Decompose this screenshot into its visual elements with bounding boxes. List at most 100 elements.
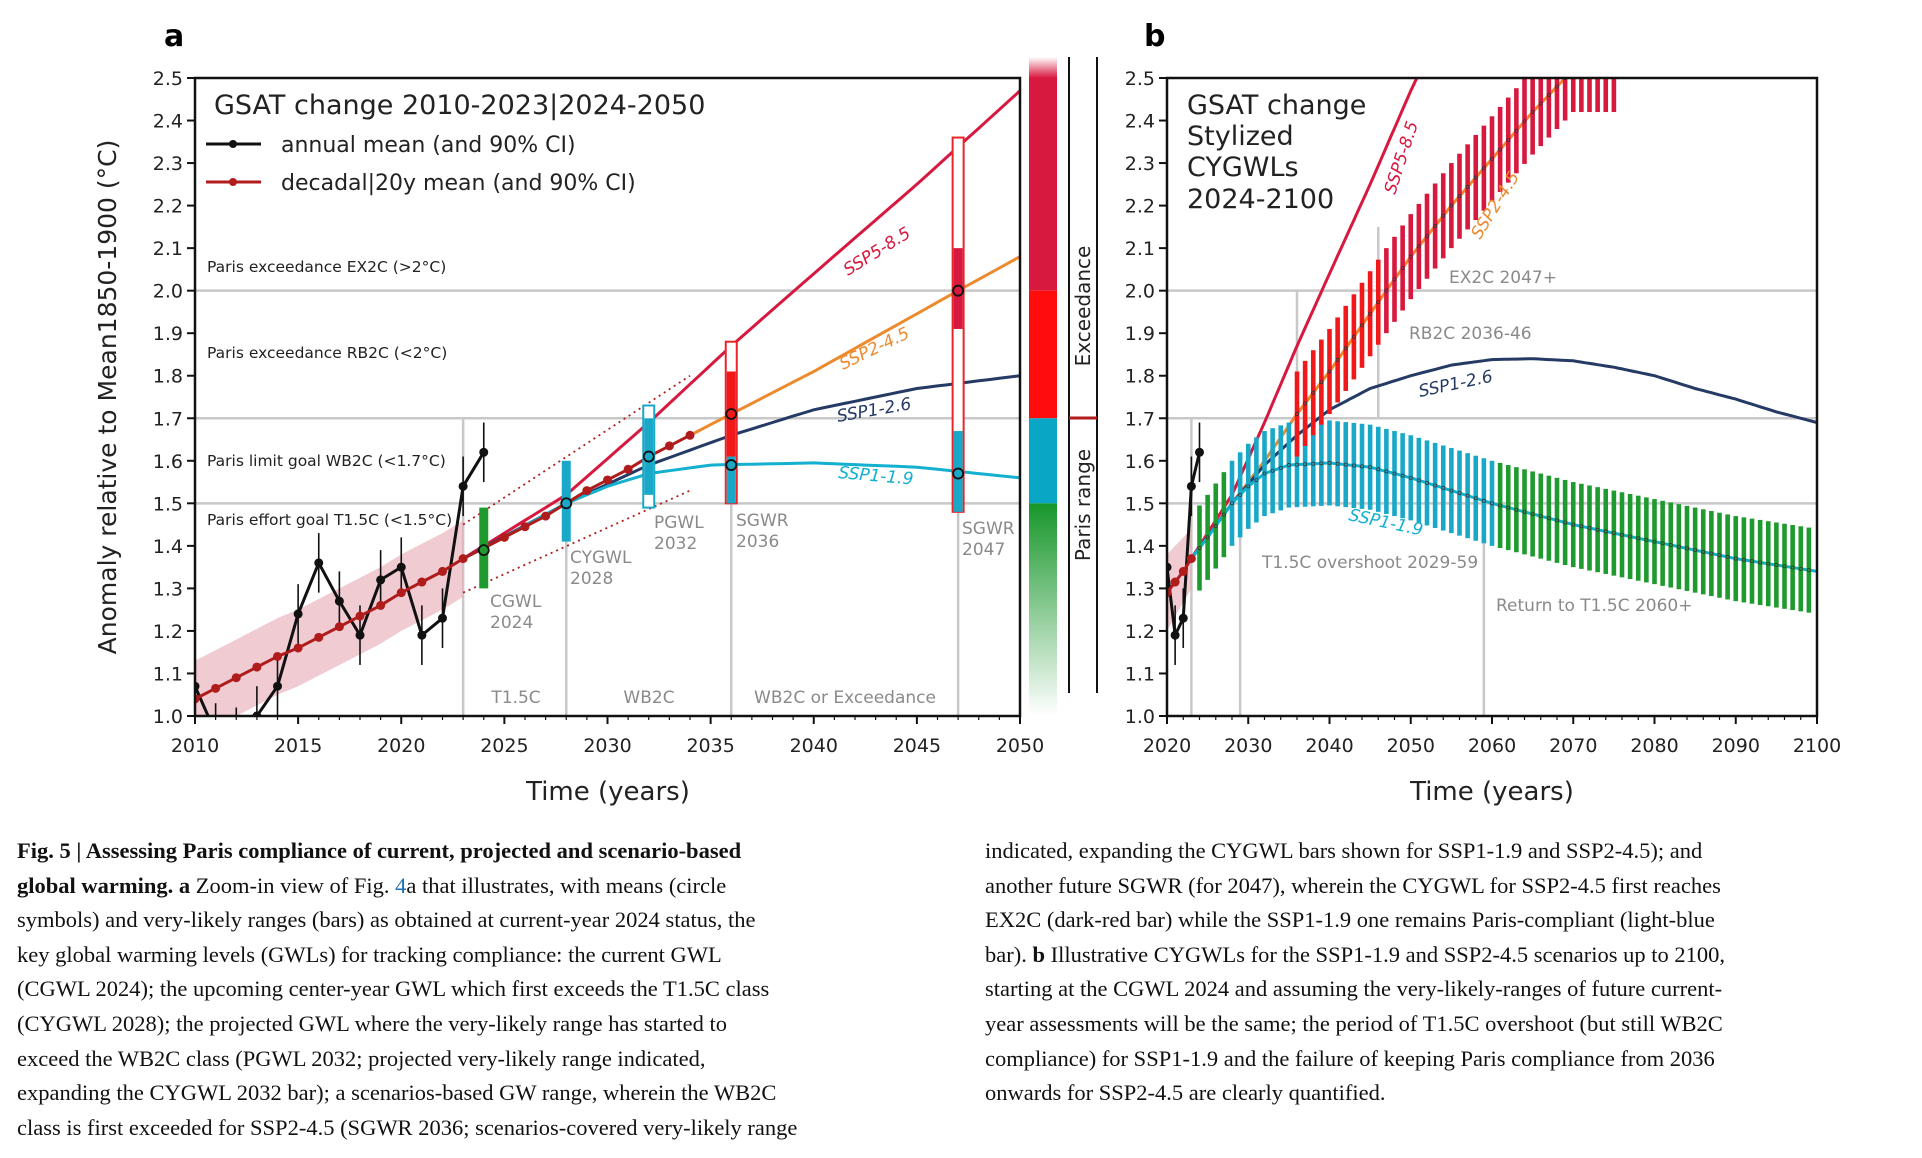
cygwl-mean-ssp1-1.9 (1750, 559, 1755, 564)
cygwl-mean-ssp1-1.9 (1498, 503, 1503, 508)
a-y-axis-label: Anomaly relative to Mean1850-1900 (°C) (93, 140, 122, 655)
cygwl-mean-ssp1-1.9 (1360, 464, 1365, 469)
cygwl-mean-ssp1-1.9 (1246, 484, 1251, 489)
a-annual-mean-point (273, 681, 282, 691)
a-decadal-mean-point (293, 643, 303, 653)
cygwl-bar-ssp1-1.9 (1473, 455, 1479, 541)
a-annual-mean-point (458, 481, 468, 491)
cygwl-bar-ssp2-4.5 (1530, 78, 1535, 155)
b-cygwl-bars (1197, 78, 1812, 613)
a-annual-mean-point (438, 613, 447, 623)
a-annual-mean-point (232, 733, 241, 742)
a-gwl-bars (477, 136, 965, 589)
caption-text: EX2C (dark-red bar) while the SSP1-1.9 o… (985, 907, 1715, 933)
cygwl-bar-ssp1-1.9 (1717, 512, 1722, 598)
a-annual-mean-point (417, 630, 427, 640)
cygwl-mean-ssp1-1.9 (1676, 544, 1681, 549)
cygwl-bar-ssp2-4.5 (1522, 78, 1527, 164)
a-y-tick-label: 1.6 (153, 451, 183, 473)
cygwl-mean-ssp2-4.5 (1343, 346, 1348, 351)
cygwl-bar-ssp1-1.9 (1774, 522, 1779, 608)
b-y-tick-label: 2.5 (1125, 68, 1155, 90)
cygwl-bar-ssp1-1.9 (1757, 519, 1763, 605)
caption-text: indicated, expanding the CYGWL bars show… (985, 838, 1703, 863)
cygwl-mean-ssp1-1.9 (1652, 539, 1657, 544)
cygwl-bar-ssp1-1.9 (1700, 509, 1706, 595)
cygwl-mean-ssp1-1.9 (1555, 518, 1560, 523)
legend-annual-marker (229, 140, 237, 148)
colorbar-segment-rb2c (1029, 290, 1057, 419)
cygwl-mean-ssp1-1.9 (1303, 462, 1308, 467)
cygwl-bar-ssp1-1.9 (1741, 517, 1747, 603)
figure-reference-link[interactable]: 4 (395, 872, 407, 898)
caption-text: another future SGWR (for 2047), wherein … (985, 872, 1721, 898)
cygwl-bar-ssp1-1.9 (1400, 433, 1405, 519)
b-x-axis-label: Time (years) (1409, 777, 1574, 807)
cygwl-bar-ssp1-1.9 (1286, 422, 1292, 508)
a-decadal-mean-point (664, 441, 674, 451)
gwl-bar-mean-2024 (477, 544, 490, 557)
cygwl-bar-ssp2-4.5 (1449, 163, 1454, 249)
bar-year-cgwl: 2024 (490, 613, 533, 633)
cygwl-bar-ssp1-1.9 (1692, 507, 1698, 593)
cygwl-mean-ssp1-1.9 (1546, 516, 1551, 521)
cygwl-bar-ssp1-1.9 (1660, 500, 1665, 586)
cygwl-mean-ssp1-1.9 (1473, 496, 1478, 501)
legend-annual-label: annual mean (and 90% CI) (281, 133, 576, 158)
cygwl-mean-ssp2-4.5 (1555, 84, 1560, 89)
a-y-tick-label: 1.7 (153, 408, 183, 430)
cygwl-bar-ssp1-1.9 (1790, 525, 1795, 611)
b-y-tick-label: 2.3 (1125, 153, 1155, 175)
cygwl-mean-ssp1-1.9 (1278, 465, 1283, 470)
a-line-ssp2-4.5 (689, 255, 1020, 437)
a-decadal-mean-point (231, 673, 241, 683)
cygwl-bar-ssp2-4.5 (1579, 78, 1584, 113)
a-decadal-mean-point (314, 632, 324, 642)
cygwl-bar-ssp1-1.9 (1709, 510, 1714, 597)
cygwl-mean-ssp1-1.9 (1230, 501, 1235, 506)
panel-b: 1.0 1.1 1.2 1.3 1.4 1.5 1.6 1.7 1.8 1.9 2.0 2.1 2.2 2… (1125, 68, 1841, 807)
caption-line: Fig. 5 | Assessing Paris compliance of c… (17, 834, 952, 869)
cygwl-mean-ssp1-1.9 (1408, 475, 1413, 480)
cygwl-bar-ssp1-1.9 (1546, 475, 1552, 561)
threshold-label-rb2c: Paris exceedance RB2C (<2°C) (207, 344, 447, 362)
b-y-tick-label: 1.7 (1125, 408, 1155, 430)
cygwl-bar-ssp1-1.9 (1359, 423, 1365, 509)
cygwl-bar-ssp1-1.9 (1514, 467, 1519, 553)
cygwl-mean-ssp2-4.5 (1311, 390, 1316, 395)
cygwl-bar-ssp1-1.9 (1676, 504, 1682, 590)
cygwl-mean-ssp2-4.5 (1351, 334, 1356, 339)
cygwl-bar-ssp1-1.9 (1530, 471, 1535, 557)
gwl-bar-mean-2036 (725, 459, 738, 471)
a-y-tick-label: 2.1 (153, 238, 183, 260)
cygwl-bar-ssp2-4.5 (1319, 339, 1324, 425)
b-y-tick-label: 1.9 (1125, 323, 1155, 345)
cygwl-mean-ssp1-1.9 (1587, 526, 1592, 531)
caption-line: onwards for SSP2-4.5 are clearly quantif… (985, 1076, 1915, 1111)
a-title: GSAT change 2010-2023|2024-2050 (214, 90, 705, 121)
cygwl-bar-ssp1-1.9 (1245, 443, 1251, 529)
cygwl-mean-ssp2-4.5 (1368, 311, 1373, 316)
cygwl-mean-ssp1-1.9 (1514, 507, 1519, 512)
cygwl-bar-ssp1-1.9 (1457, 450, 1462, 536)
panel-a: 1.0 1.1 1.2 1.3 1.4 1.5 1.6 1.7 1.8 1.9 2.0 2.1 2.2 2… (93, 68, 1044, 807)
cygwl-bar-ssp2-4.5 (1367, 271, 1373, 357)
panel-label-b: b (1144, 19, 1165, 54)
cygwl-bar-ssp1-1.9 (1254, 437, 1259, 523)
cygwl-mean-ssp2-4.5 (1408, 254, 1413, 259)
cygwl-bar-ssp2-4.5 (1327, 328, 1332, 415)
a-y-tick-label: 1.5 (153, 493, 183, 515)
a-y-tick-label: 2.2 (153, 196, 183, 218)
caption-text: b (1032, 941, 1045, 967)
bar-label-cgwl: CGWL (490, 592, 542, 612)
annotation-rb2c-2036-46: RB2C 2036-46 (1409, 324, 1532, 344)
caption-line: key global warming levels (GWLs) for tra… (17, 938, 952, 973)
caption-text: year assessments will be the same; the p… (985, 1010, 1723, 1036)
cygwl-mean-ssp1-1.9 (1368, 465, 1373, 470)
colorbar-segment-wb2c (1029, 418, 1057, 504)
cygwl-mean-ssp2-4.5 (1303, 401, 1308, 406)
a-annual-mean-point (376, 575, 386, 585)
cygwl-bar-ssp1-1.9 (1432, 442, 1438, 529)
a-x-tick-label: 2020 (377, 735, 425, 757)
a-y-tick-label: 1.2 (153, 621, 183, 643)
